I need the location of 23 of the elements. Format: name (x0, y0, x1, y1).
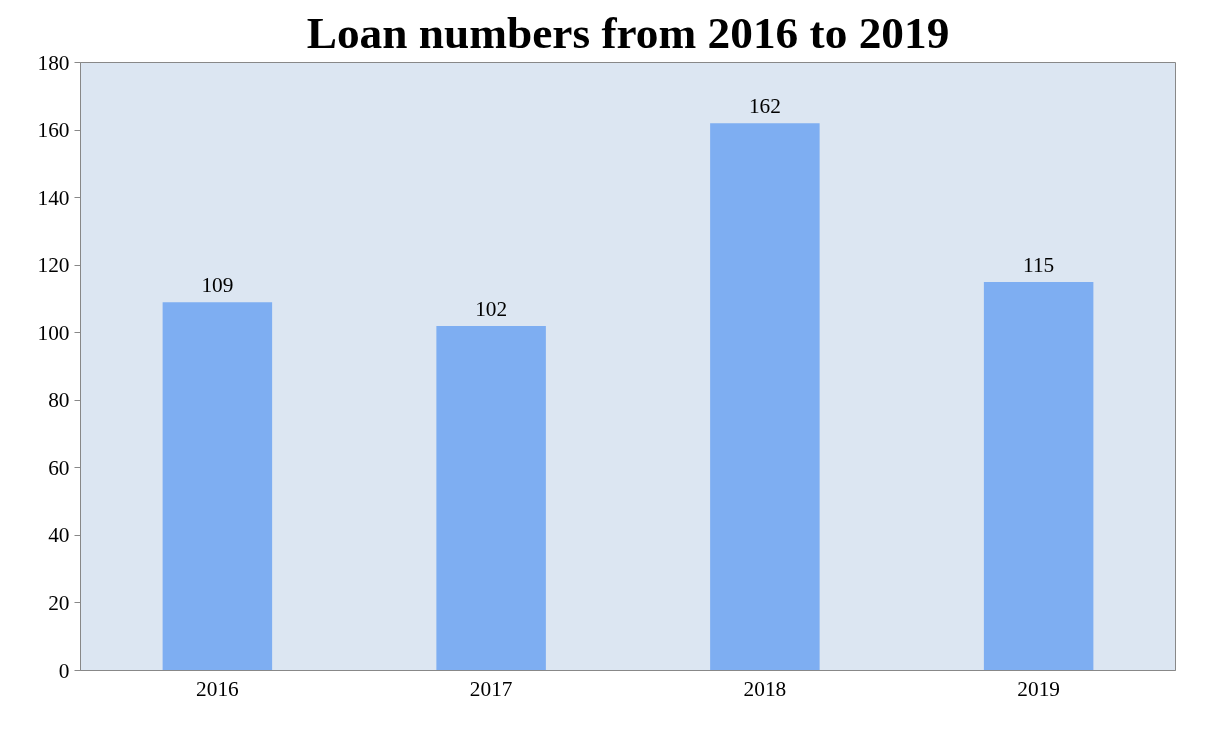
data-label: 102 (475, 296, 508, 321)
x-tick-label: 2017 (469, 676, 513, 701)
x-tick-label: 2018 (743, 676, 787, 701)
y-tick-label: 80 (48, 388, 70, 413)
y-tick-label: 120 (37, 253, 70, 278)
x-tick-label: 2016 (196, 676, 240, 701)
bar (983, 282, 1094, 671)
bar (710, 123, 820, 671)
chart-title: Loan numbers from 2016 to 2019 (306, 7, 950, 58)
y-tick-label: 0 (58, 658, 70, 683)
data-label: 115 (1023, 253, 1055, 278)
y-tick-label: 160 (37, 118, 70, 143)
y-tick-label: 60 (48, 455, 70, 480)
bar (436, 325, 546, 671)
bar (162, 302, 273, 671)
y-tick-label: 180 (37, 50, 70, 75)
x-tick-label: 2019 (1017, 676, 1060, 701)
y-tick-label: 100 (37, 320, 70, 345)
data-label: 162 (748, 94, 781, 119)
data-label: 109 (201, 273, 234, 298)
y-tick-label: 140 (37, 185, 70, 210)
y-tick-label: 40 (48, 523, 70, 548)
y-tick-label: 20 (48, 590, 70, 615)
